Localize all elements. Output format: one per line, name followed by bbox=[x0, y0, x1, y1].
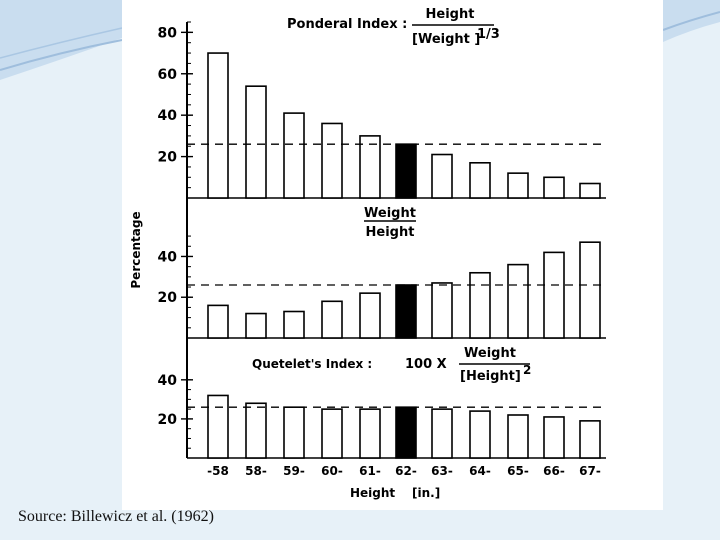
y-tick-label: 60 bbox=[158, 67, 178, 83]
y-tick-label: 20 bbox=[158, 290, 178, 306]
y-tick-label: 20 bbox=[158, 412, 178, 428]
ponderal-denominator: [Weight ] bbox=[412, 32, 480, 47]
bar-2-61- bbox=[359, 292, 381, 339]
ponderal-numerator: Height bbox=[426, 7, 475, 22]
bar-1--58 bbox=[207, 52, 229, 199]
x-axis-unit: [in.] bbox=[412, 486, 440, 500]
bar-1-64- bbox=[469, 162, 491, 199]
bar-1-63- bbox=[431, 153, 453, 199]
bar-3-63- bbox=[431, 408, 453, 459]
bar-3-65- bbox=[507, 414, 529, 459]
x-tick-label: 58- bbox=[245, 464, 267, 478]
quetelet-multiplier: 100 X bbox=[405, 357, 447, 372]
bar-2-65- bbox=[507, 263, 529, 339]
bar-1-62- bbox=[395, 143, 417, 199]
x-tick-label: 59- bbox=[283, 464, 305, 478]
y-tick-label: 80 bbox=[158, 25, 178, 41]
bar-3-58- bbox=[245, 402, 267, 459]
bar-2-58- bbox=[245, 312, 267, 339]
weight-height-denominator: Height bbox=[366, 225, 415, 240]
bar-2-59- bbox=[283, 310, 305, 339]
x-tick-label: 63- bbox=[431, 464, 453, 478]
y-tick-label: 20 bbox=[158, 150, 178, 166]
y-tick-label: 40 bbox=[158, 373, 178, 389]
x-tick-label: 66- bbox=[543, 464, 565, 478]
x-axis-label: Height bbox=[350, 486, 395, 500]
bar-3-60- bbox=[321, 408, 343, 459]
chart: 80 60 40 20 40 20 40 20 Ponderal Index : Height [W… bbox=[129, 7, 606, 500]
bar-1-65- bbox=[507, 172, 529, 199]
bar-1-58- bbox=[245, 85, 267, 199]
bar-1-66- bbox=[543, 176, 565, 199]
bar-1-59- bbox=[283, 112, 305, 199]
y-axis-label: Percentage bbox=[129, 211, 143, 288]
quetelet-index-label: Quetelet's Index : bbox=[252, 357, 372, 371]
ponderal-exponent: 1/3 bbox=[477, 27, 500, 42]
ponderal-index-label: Ponderal Index : bbox=[287, 17, 407, 32]
quetelet-denominator: [Height] bbox=[460, 369, 521, 384]
weight-height-numerator: Weight bbox=[364, 206, 416, 221]
bar-2--58 bbox=[207, 304, 229, 339]
header-swoosh-left bbox=[0, 0, 122, 80]
x-tick-label: 67- bbox=[579, 464, 601, 478]
bar-3-62- bbox=[395, 406, 417, 459]
bar-3-59- bbox=[283, 406, 305, 459]
x-tick-label: 64- bbox=[469, 464, 491, 478]
x-tick-label: 60- bbox=[321, 464, 343, 478]
source-caption: Source: Billewicz et al. (1962) bbox=[18, 508, 214, 525]
bar-1-67- bbox=[579, 182, 601, 199]
y-tick-label: 40 bbox=[158, 249, 178, 265]
x-tick-label: 65- bbox=[507, 464, 529, 478]
bar-2-63- bbox=[431, 282, 453, 339]
bar-3-67- bbox=[579, 420, 601, 459]
bar-3--58 bbox=[207, 394, 229, 459]
bar-1-60- bbox=[321, 122, 343, 199]
quetelet-numerator: Weight bbox=[464, 346, 516, 361]
y-tick-label: 40 bbox=[158, 108, 178, 124]
x-tick-label: 62- bbox=[395, 464, 417, 478]
bar-2-66- bbox=[543, 251, 565, 339]
bar-2-62- bbox=[395, 284, 417, 339]
bar-2-60- bbox=[321, 300, 343, 339]
bar-3-61- bbox=[359, 408, 381, 459]
quetelet-exponent: 2 bbox=[523, 363, 531, 377]
bar-1-61- bbox=[359, 135, 381, 199]
figure-panel: 80 60 40 20 40 20 40 20 Ponderal Index : Height [W… bbox=[122, 0, 663, 510]
x-tick-label: 61- bbox=[359, 464, 381, 478]
bar-3-66- bbox=[543, 416, 565, 459]
x-tick-label: -58 bbox=[207, 464, 229, 478]
bar-2-67- bbox=[579, 241, 601, 339]
bar-2-64- bbox=[469, 271, 491, 339]
bar-3-64- bbox=[469, 410, 491, 459]
